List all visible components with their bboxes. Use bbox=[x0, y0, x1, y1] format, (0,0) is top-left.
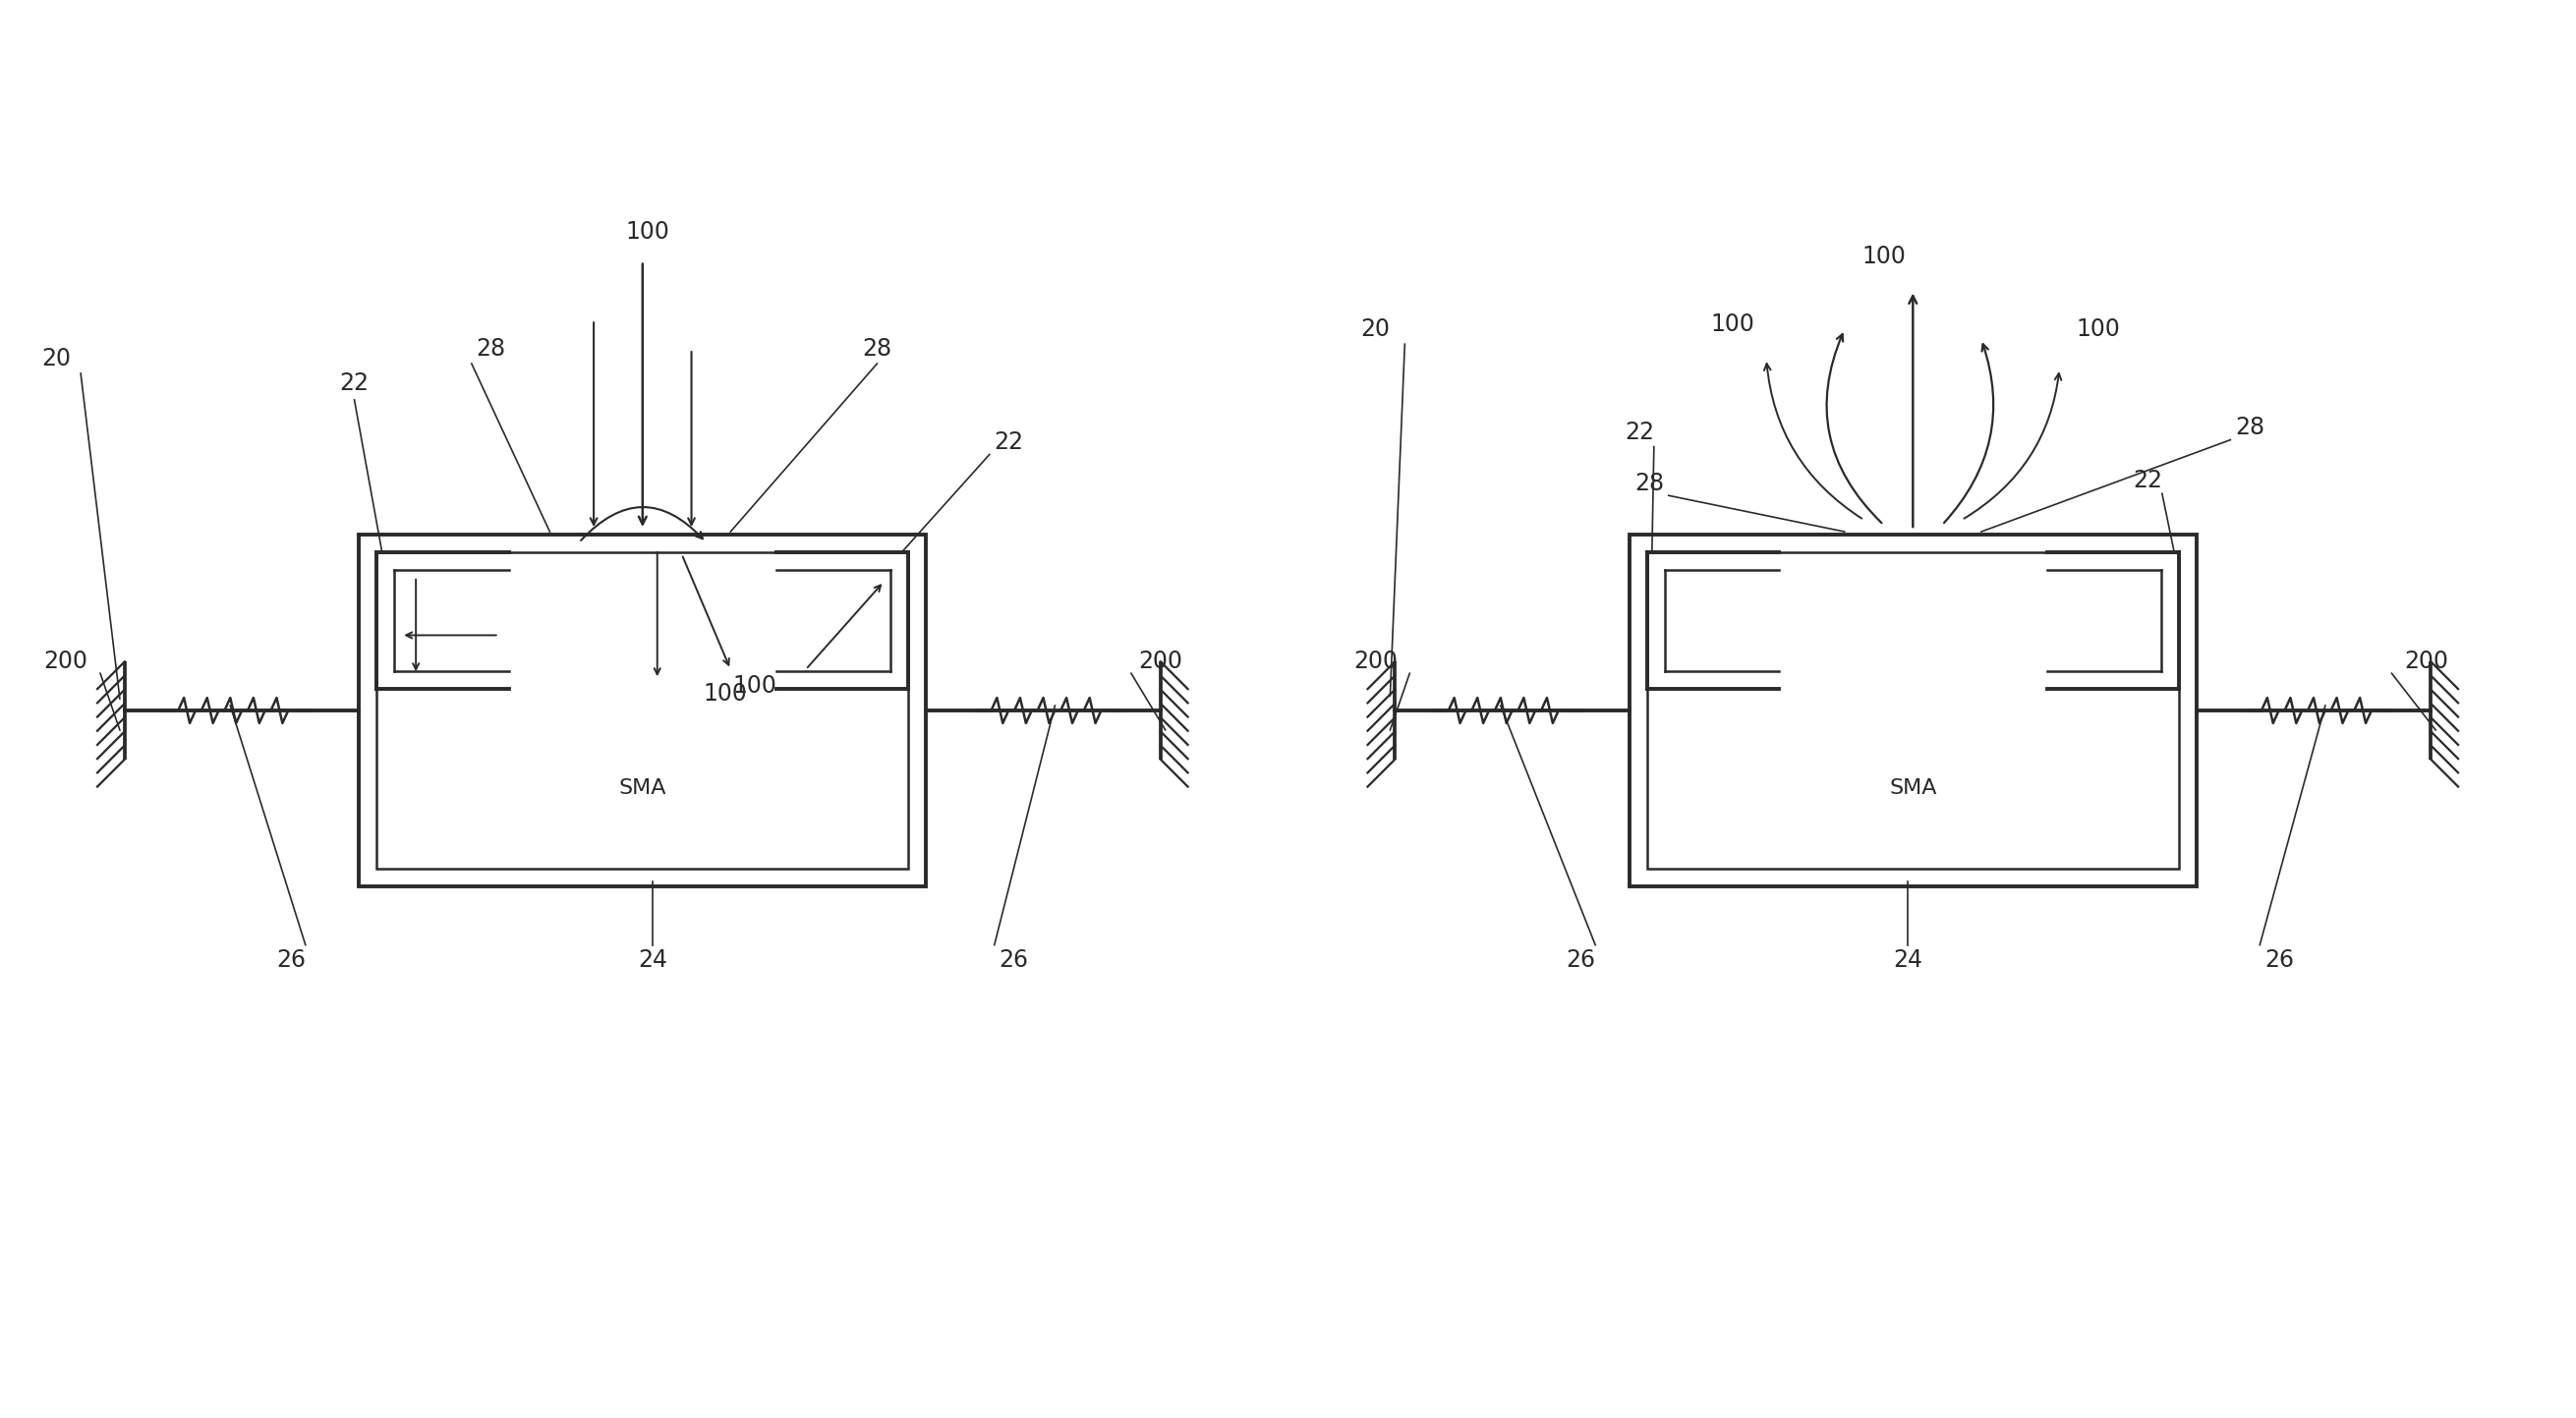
Text: 28: 28 bbox=[1633, 472, 1664, 496]
Text: 22: 22 bbox=[994, 430, 1023, 454]
Text: 100: 100 bbox=[1862, 244, 1906, 268]
Text: 20: 20 bbox=[41, 347, 72, 370]
Text: 20: 20 bbox=[1360, 318, 1391, 342]
Text: 100: 100 bbox=[626, 220, 670, 244]
Text: 24: 24 bbox=[639, 947, 667, 971]
Text: SMA: SMA bbox=[1888, 778, 1937, 797]
FancyArrowPatch shape bbox=[582, 508, 703, 540]
Text: 200: 200 bbox=[1352, 649, 1399, 674]
Text: 100: 100 bbox=[2076, 318, 2120, 342]
Text: 22: 22 bbox=[1625, 420, 1654, 444]
Text: 22: 22 bbox=[340, 372, 368, 396]
Text: 200: 200 bbox=[2403, 649, 2447, 674]
Text: 26: 26 bbox=[1566, 947, 1595, 971]
Text: 200: 200 bbox=[1139, 649, 1182, 674]
Text: 26: 26 bbox=[276, 947, 307, 971]
Text: 100: 100 bbox=[1710, 313, 1754, 336]
Text: 28: 28 bbox=[477, 337, 505, 360]
Text: 22: 22 bbox=[2133, 469, 2161, 492]
Text: 26: 26 bbox=[999, 947, 1028, 971]
Text: 200: 200 bbox=[44, 649, 88, 674]
Text: 24: 24 bbox=[1893, 947, 1922, 971]
Text: SMA: SMA bbox=[618, 778, 667, 797]
Text: 100: 100 bbox=[703, 682, 747, 706]
Text: 100: 100 bbox=[734, 674, 778, 698]
Text: 28: 28 bbox=[863, 337, 891, 360]
Text: 26: 26 bbox=[2264, 947, 2295, 971]
Text: 28: 28 bbox=[2236, 415, 2264, 440]
